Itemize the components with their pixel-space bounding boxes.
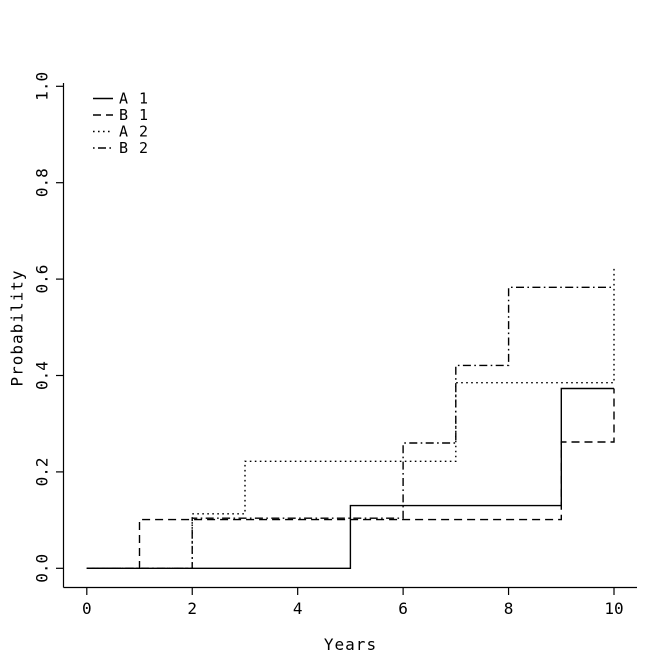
y-tick-label: 0.8 [33,168,52,197]
legend-label-a-2: A 2 [119,123,149,141]
x-tick-label: 2 [187,599,197,618]
x-tick-label: 8 [504,599,514,618]
x-tick-label: 6 [398,599,408,618]
legend-label-b-1: B 1 [119,106,149,124]
series-line-b-2 [86,286,614,569]
series-line-a-1 [86,387,614,569]
y-tick-label: 1.0 [33,72,52,101]
x-axis-title: Years [324,635,377,654]
y-tick-label: 0.4 [33,361,52,390]
y-tick-label: 0.2 [33,457,52,486]
y-tick-label: 0.6 [33,265,52,294]
y-axis-title: Probability [8,270,27,387]
legend-label-a-1: A 1 [119,90,149,108]
x-tick-label: 0 [82,599,92,618]
x-tick-label: 4 [293,599,303,618]
x-tick-label: 10 [604,599,623,618]
y-tick-label: 0.0 [33,554,52,583]
series-line-a-2 [86,267,615,569]
legend-label-b-2: B 2 [119,139,149,157]
